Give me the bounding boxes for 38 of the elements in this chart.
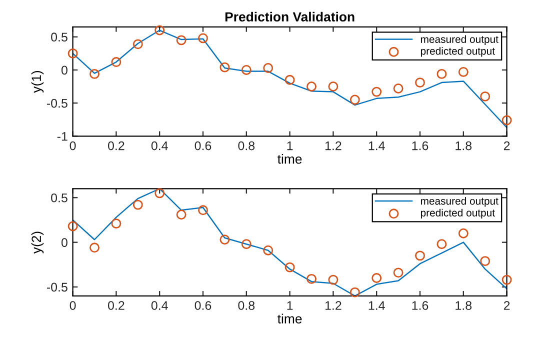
legend-label: predicted output: [420, 47, 495, 57]
x-tick-label: 1: [287, 141, 293, 150]
x-tick-label: 1.6: [412, 141, 428, 150]
x-tick-label: 2: [504, 141, 510, 150]
x-tick-label: 0.4: [151, 301, 168, 310]
x-axis-title: time: [278, 154, 302, 164]
chart-title: Prediction Validation: [225, 12, 354, 22]
x-tick-label: 0.6: [194, 301, 212, 310]
legend-label: measured output: [420, 35, 498, 46]
y-tick-label: 0.5: [51, 32, 68, 42]
y-tick-label: -0.5: [46, 98, 68, 108]
legend-label: predicted output: [420, 208, 495, 219]
y-tick-label: 0: [61, 66, 68, 75]
x-tick-label: 1.2: [325, 301, 342, 310]
x-tick-label: 1.4: [368, 141, 385, 150]
x-tick-label: 1.8: [456, 141, 472, 150]
x-tick-label: 1.6: [412, 301, 428, 310]
x-tick-label: 0: [70, 141, 76, 150]
x-tick-label: 1.2: [325, 141, 342, 150]
x-tick-label: 0.2: [108, 301, 124, 310]
x-tick-label: 0.2: [108, 141, 124, 150]
x-tick-label: 2: [504, 301, 510, 310]
x-axis-title: time: [278, 314, 302, 324]
y-axis-title: y(1): [31, 71, 44, 93]
y-tick-label: 0: [61, 238, 68, 247]
x-tick-label: 1: [287, 301, 293, 310]
x-tick-label: 0.4: [151, 141, 168, 150]
x-tick-label: 1.8: [456, 301, 472, 310]
x-tick-label: 1.4: [368, 301, 385, 310]
x-tick-label: 0.8: [238, 141, 255, 150]
legend-label: measured output: [420, 197, 498, 207]
x-tick-label: 0.8: [238, 301, 255, 310]
y-tick-label: 0.5: [51, 193, 68, 202]
x-tick-label: 0.6: [194, 141, 212, 150]
y-tick-label: -1: [57, 132, 68, 141]
y-tick-label: -0.5: [46, 282, 68, 292]
x-tick-label: 0: [70, 301, 76, 310]
y-axis-title: y(2): [31, 232, 44, 254]
